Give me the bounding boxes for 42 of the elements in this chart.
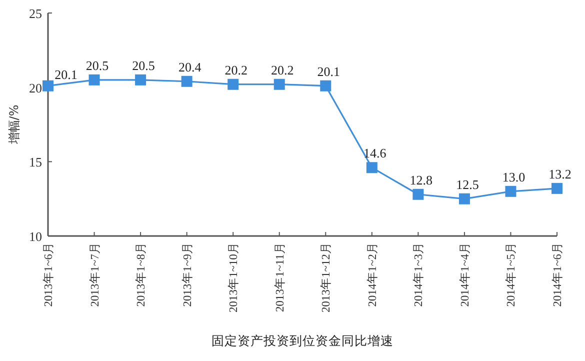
data-label: 20.1: [317, 64, 340, 79]
data-label: 20.5: [86, 58, 109, 73]
data-label: 12.5: [456, 176, 479, 192]
y-axis-title: 增幅/%: [7, 104, 21, 146]
x-tick-label: 2014年1~3月: [412, 242, 426, 307]
x-axis-title: 固定资产投资到位资金同比增速: [212, 333, 394, 348]
point: [274, 78, 285, 90]
data-label: 20.2: [270, 62, 294, 78]
data-label: 20.1: [54, 66, 78, 82]
point: [135, 74, 146, 86]
x-tick-label: 2013年1~8月: [134, 242, 148, 307]
x-tick-label: 2013年1~11月: [273, 242, 286, 312]
y-tick-label: 15: [29, 154, 42, 170]
y-tick-label: 10: [29, 229, 42, 244]
point: [505, 186, 516, 197]
x-tick-label: 2013年1~6月: [42, 242, 55, 307]
x-tick-label: 2014年1~5月: [504, 242, 518, 307]
data-label: 12.8: [410, 172, 433, 188]
point: [320, 80, 332, 92]
x-tick-label: 2013年1~9月: [180, 242, 194, 307]
point: [366, 162, 378, 174]
y-tick-label: 25: [29, 6, 42, 21]
data-label: 20.5: [132, 58, 155, 73]
point: [181, 76, 192, 87]
point: [552, 182, 562, 194]
x-tick-label: 2014年1~2月: [366, 242, 379, 307]
data-label: 20.4: [178, 59, 202, 74]
point: [42, 80, 54, 92]
x-tick-label: 2013年1~12月: [320, 242, 333, 312]
x-tick-label: 2014年1~6月: [551, 242, 564, 307]
point: [458, 193, 470, 204]
x-tick-label: 2013年1~10月: [227, 242, 240, 312]
data-label: 13.2: [548, 166, 572, 182]
point: [412, 188, 424, 200]
data-label: 14.6: [364, 146, 387, 161]
y-tick-label: 20: [29, 80, 42, 96]
data-label: 20.2: [224, 62, 248, 78]
point: [228, 78, 239, 90]
x-tick-label: 2014年1~4月: [458, 242, 472, 307]
point: [88, 74, 100, 86]
data-label: 13.0: [502, 169, 526, 184]
x-tick-label: 2013年1~7月: [88, 242, 102, 307]
